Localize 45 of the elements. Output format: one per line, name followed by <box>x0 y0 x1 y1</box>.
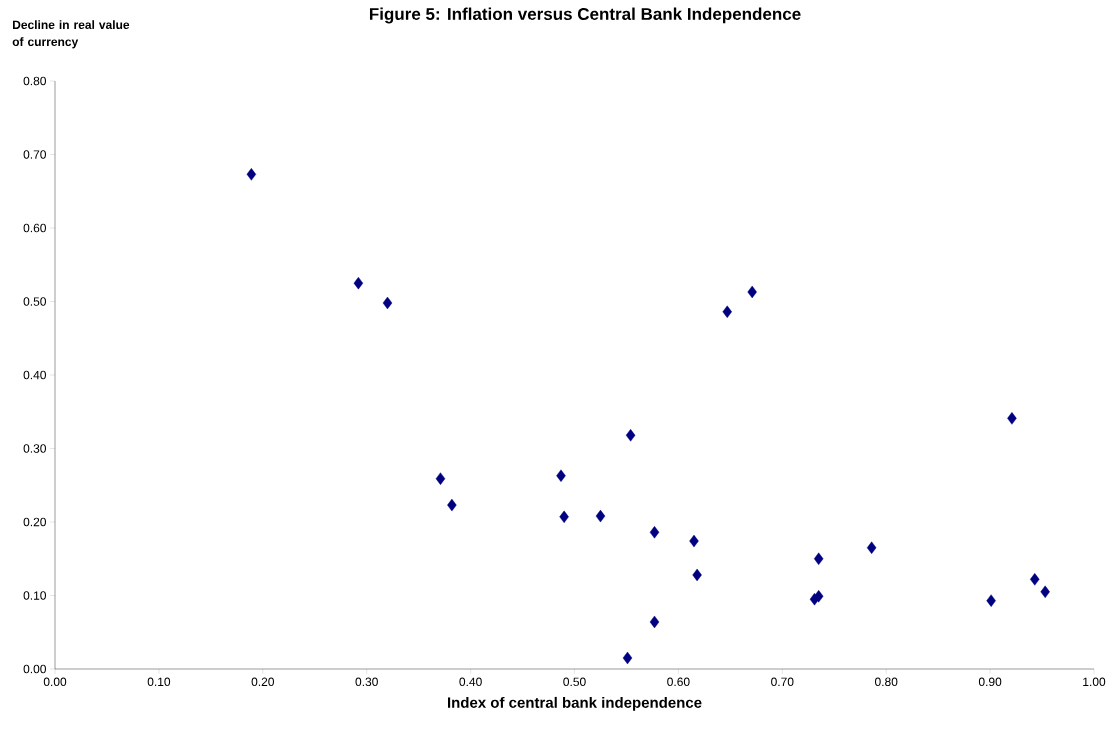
point <box>353 276 364 290</box>
x-tick-label: 0.80 <box>874 677 898 687</box>
y-tick-label: 0.10 <box>23 591 46 600</box>
point <box>559 510 569 524</box>
point <box>722 305 732 318</box>
point <box>1007 412 1017 425</box>
point <box>649 526 660 539</box>
y-tick-label: 0.00 <box>23 664 46 674</box>
x-tick-label: 0.70 <box>771 677 794 687</box>
point <box>246 168 257 181</box>
x-tick-label: 0.60 <box>667 677 690 687</box>
y-tick-label: 0.30 <box>23 444 46 453</box>
x-tick-label: 0.50 <box>563 677 586 687</box>
x-tick-label: 0.90 <box>978 677 1002 687</box>
x-tick-label: 0.00 <box>43 677 67 687</box>
point <box>435 472 446 485</box>
point <box>382 296 393 310</box>
point <box>747 285 757 299</box>
point <box>625 429 636 442</box>
y-tick-label: 0.70 <box>23 150 46 159</box>
point <box>813 552 824 565</box>
point <box>692 568 702 582</box>
point <box>447 498 457 512</box>
point <box>689 534 699 548</box>
point <box>595 509 606 523</box>
x-tick-label: 0.10 <box>147 677 171 687</box>
y-tick-label: 0.60 <box>23 223 46 233</box>
x-axis-title: Index of central bank independence <box>447 696 702 711</box>
point <box>866 541 877 554</box>
y-tick-label: 0.40 <box>23 370 46 380</box>
point <box>986 594 996 607</box>
point <box>1040 585 1050 599</box>
x-tick-label: 0.30 <box>355 677 378 687</box>
x-tick-label: 1.00 <box>1083 677 1106 687</box>
point <box>649 615 660 629</box>
y-axis-title: Decline in real value of currency <box>12 20 130 49</box>
point <box>556 469 566 482</box>
point <box>622 651 633 665</box>
y-tick-label: 0.50 <box>23 297 46 306</box>
point <box>1030 573 1040 586</box>
y-tick-label: 0.20 <box>23 517 46 527</box>
y-tick-label: 0.80 <box>23 76 46 86</box>
chart-title: Figure 5: Inflation versus Central Bank Independence <box>369 7 801 24</box>
x-tick-label: 0.40 <box>459 677 482 687</box>
x-tick-label: 0.20 <box>251 677 275 687</box>
